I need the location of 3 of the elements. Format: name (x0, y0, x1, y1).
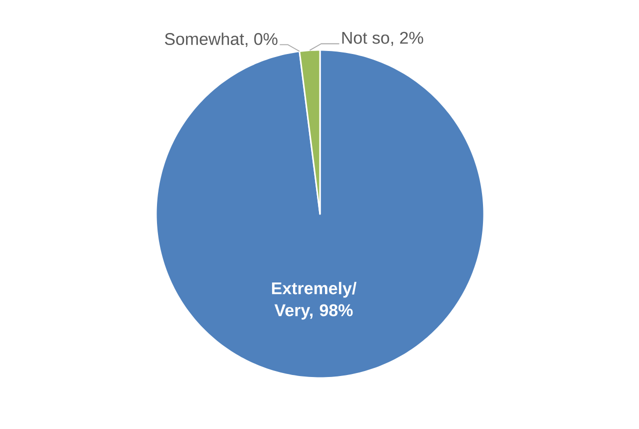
data-label: Extremely/ Very, 98% (272, 282, 356, 320)
text: Somewhat, 0% (164, 32, 278, 48)
data-label: Not so, 2% (342, 32, 424, 46)
